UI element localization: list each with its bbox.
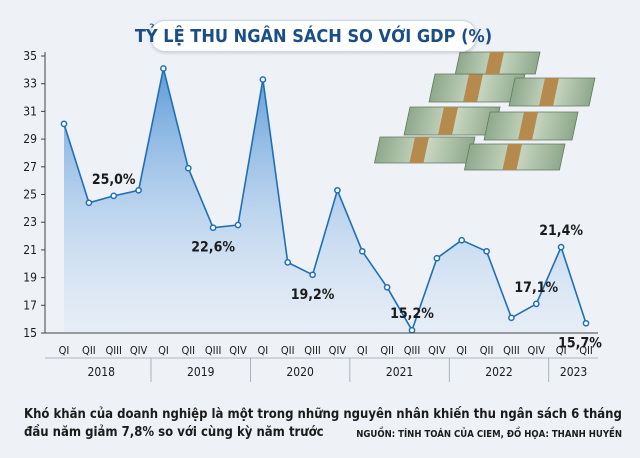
year-label: 2019	[187, 365, 215, 379]
y-tick-label: 17	[23, 298, 37, 312]
x-tick-label: QII	[281, 344, 295, 357]
x-tick-label: QIII	[404, 344, 421, 357]
data-point	[184, 164, 192, 172]
data-label: 22,6%	[191, 240, 235, 256]
data-label: 17,1%	[514, 280, 558, 296]
y-tick-label: 15	[23, 326, 37, 340]
y-tick-label: 19	[23, 271, 37, 285]
x-tick-label: QI	[456, 344, 467, 357]
data-labels: 25,0% 22,6% 19,2% 15,2% 17,1% 21,4% 15,7%	[92, 172, 602, 351]
data-point	[160, 65, 167, 72]
x-tick-label: QI	[257, 344, 268, 357]
data-point	[110, 192, 118, 200]
data-point	[135, 186, 142, 194]
data-point	[557, 243, 565, 251]
data-point	[358, 247, 366, 255]
data-label: 25,0%	[92, 172, 136, 188]
chart-title: TỶ LỆ THU NGÂN SÁCH SO VỚI GDP (%)	[134, 25, 493, 47]
data-point	[532, 300, 540, 308]
data-point	[334, 186, 341, 194]
caption: Khó khăn của doanh nghiệp là một trong n…	[24, 407, 622, 440]
y-axis: 15 17 19 21 23 25 27 29 31 33 35	[23, 49, 46, 340]
y-tick-label: 35	[23, 49, 37, 63]
data-point	[408, 326, 416, 334]
year-label: 2021	[386, 365, 413, 379]
year-label: 2023	[560, 365, 587, 379]
source-credit: NGUỒN: TÍNH TOÁN CỦA CIEM, ĐỒ HỌA: THANH…	[356, 429, 622, 440]
year-label: 2018	[88, 365, 116, 379]
data-point	[259, 76, 267, 83]
data-point	[209, 224, 217, 232]
x-tick-label: QIII	[304, 344, 321, 357]
area-fill	[64, 68, 586, 333]
x-tick-label: QII	[82, 344, 96, 357]
x-tick-label: QIII	[205, 344, 222, 357]
x-tick-label: QIII	[503, 344, 520, 357]
x-tick-label: QII	[579, 344, 593, 357]
data-point	[309, 271, 316, 279]
y-tick-label: 25	[23, 188, 37, 202]
x-axis: QI QII QIII QIV QI QII QIII QIV QI QII QIII QIV QI QI…	[45, 332, 598, 382]
x-tick-label: QI	[556, 344, 567, 357]
data-label: 15,2%	[390, 306, 434, 322]
money-stacks-icon	[373, 51, 596, 171]
y-tick-label: 23	[23, 215, 37, 229]
x-tick-label: QIV	[428, 344, 446, 357]
x-tick-label: QI	[158, 344, 169, 357]
y-tick-label: 29	[23, 132, 37, 146]
x-tick-label: QI	[59, 344, 70, 357]
x-tick-label: QIV	[329, 344, 347, 357]
data-point	[383, 283, 391, 291]
data-label: 15,7%	[558, 335, 602, 351]
data-point	[483, 247, 490, 255]
year-label: 2020	[286, 365, 314, 379]
x-tick-label: QIV	[130, 344, 148, 357]
data-point	[234, 221, 242, 229]
y-tick-label: 33	[23, 77, 37, 91]
x-tick-label: QIII	[105, 344, 122, 357]
plot-area	[60, 65, 590, 334]
x-tick-label: QIV	[229, 344, 247, 357]
data-point	[85, 199, 93, 207]
y-tick-label: 31	[23, 104, 37, 118]
year-label: 2022	[485, 365, 512, 379]
x-tick-label: QIV	[528, 344, 546, 357]
x-tick-label: QII	[480, 344, 494, 357]
data-point	[508, 314, 515, 322]
data-label: 21,4%	[539, 223, 583, 239]
data-point	[582, 319, 590, 327]
x-tick-label: QII	[181, 344, 195, 357]
data-point	[60, 120, 68, 128]
data-point	[284, 259, 292, 266]
data-label: 19,2%	[291, 287, 335, 303]
series-line	[63, 67, 587, 331]
x-tick-label: QI	[357, 344, 368, 357]
x-tick-label: QII	[380, 344, 394, 357]
data-point	[433, 254, 441, 262]
title-banner: TỶ LỆ THU NGÂN SÁCH SO VỚI GDP (%)	[135, 20, 492, 52]
data-point	[458, 236, 466, 244]
y-tick-label: 27	[23, 160, 37, 174]
y-tick-label: 21	[23, 243, 37, 257]
